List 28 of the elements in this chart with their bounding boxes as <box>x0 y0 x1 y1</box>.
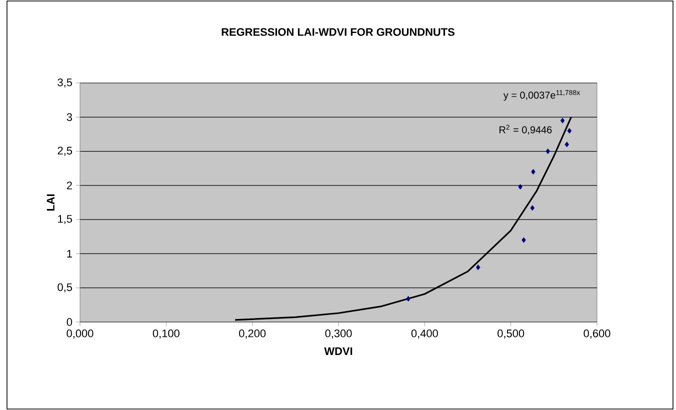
point <box>522 237 526 243</box>
x-tick-label: 0,000 <box>66 330 94 339</box>
point <box>546 148 550 154</box>
y-tick-label: 0 <box>66 318 72 326</box>
x-tick-label: 0,500 <box>498 330 524 339</box>
point <box>518 184 522 190</box>
point <box>560 118 565 124</box>
x-tick-label: 0,300 <box>325 330 352 339</box>
chart-title: REGRESSION LAI-WDVI FOR GROUNDNUTS <box>222 28 454 36</box>
x-tick-label: 0,400 <box>411 330 438 339</box>
x-tick-label: 0,100 <box>152 330 180 339</box>
point <box>564 142 569 148</box>
point <box>530 205 535 211</box>
y-tick-label: 3,5 <box>58 78 72 88</box>
point <box>567 128 572 134</box>
annotation: R$^{2}$ = 0,9446 <box>500 124 552 135</box>
annotation: y = 0,0037e$^{11,788x}$ <box>503 90 580 101</box>
y-tick-label: 3 <box>66 113 72 122</box>
y-tick-label: 0,5 <box>58 283 72 292</box>
y-tick-label: 2 <box>66 182 72 190</box>
x-tick-label: 0,600 <box>584 330 610 339</box>
x-tick-label: 0,200 <box>239 330 266 339</box>
y-tick-label: 2,5 <box>58 146 72 156</box>
y-axis-title: LAI <box>46 194 54 211</box>
x-axis-title: WDVI <box>324 347 352 355</box>
point <box>476 264 480 270</box>
y-tick-label: 1 <box>67 250 72 258</box>
y-tick-label: 1,5 <box>58 215 72 224</box>
